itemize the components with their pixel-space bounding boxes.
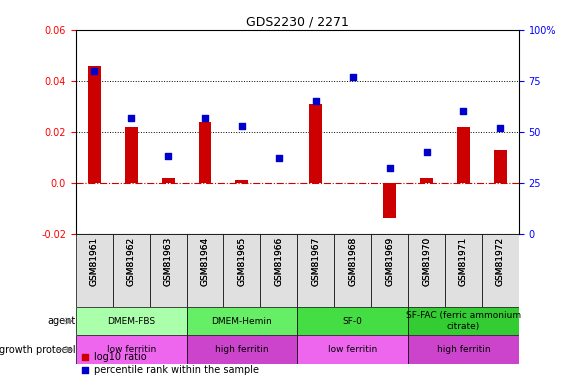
FancyBboxPatch shape (445, 234, 482, 307)
Text: GSM81971: GSM81971 (459, 237, 468, 286)
Text: GSM81972: GSM81972 (496, 237, 505, 286)
Text: log10 ratio: log10 ratio (94, 352, 147, 362)
Text: GSM81963: GSM81963 (164, 237, 173, 286)
Text: GSM81964: GSM81964 (201, 237, 209, 286)
FancyBboxPatch shape (297, 307, 408, 335)
Bar (310, 104, 322, 183)
Text: GSM81969: GSM81969 (385, 237, 394, 286)
Text: SF-0: SF-0 (343, 316, 363, 326)
Point (274, 155, 283, 161)
Text: high ferritin: high ferritin (215, 345, 269, 354)
Text: GSM81966: GSM81966 (275, 237, 283, 286)
Bar (199, 122, 212, 183)
Text: low ferritin: low ferritin (107, 345, 156, 354)
FancyBboxPatch shape (76, 335, 187, 364)
Point (496, 124, 505, 130)
Text: growth protocol: growth protocol (0, 345, 76, 354)
Bar (88, 66, 101, 183)
Bar (494, 150, 507, 183)
Text: DMEM-FBS: DMEM-FBS (107, 316, 155, 326)
Text: GSM81968: GSM81968 (348, 237, 357, 286)
Text: GSM81961: GSM81961 (90, 237, 99, 286)
Text: GSM81968: GSM81968 (348, 237, 357, 286)
Bar (125, 127, 138, 183)
FancyBboxPatch shape (371, 234, 408, 307)
Point (389, 311, 398, 317)
Bar (383, 183, 396, 218)
Text: GSM81971: GSM81971 (459, 237, 468, 286)
Point (90, 68, 99, 74)
Point (163, 153, 173, 159)
FancyBboxPatch shape (187, 234, 223, 307)
Text: GSM81961: GSM81961 (90, 237, 99, 286)
Text: GSM81967: GSM81967 (311, 237, 320, 286)
Text: SF-FAC (ferric ammonium
citrate): SF-FAC (ferric ammonium citrate) (406, 311, 521, 331)
Point (201, 114, 210, 120)
Text: GSM81969: GSM81969 (385, 237, 394, 286)
FancyBboxPatch shape (334, 234, 371, 307)
Point (459, 108, 468, 114)
FancyBboxPatch shape (482, 234, 519, 307)
Point (422, 149, 431, 155)
Point (389, 192, 398, 198)
FancyBboxPatch shape (150, 234, 187, 307)
Point (311, 98, 321, 104)
FancyBboxPatch shape (187, 335, 297, 364)
Text: agent: agent (48, 316, 76, 326)
Text: DMEM-Hemin: DMEM-Hemin (212, 316, 272, 326)
FancyBboxPatch shape (76, 234, 113, 307)
Text: GSM81962: GSM81962 (127, 237, 136, 286)
Point (348, 74, 357, 80)
Text: GSM81965: GSM81965 (237, 237, 247, 286)
Text: GSM81970: GSM81970 (422, 237, 431, 286)
Bar (457, 127, 470, 183)
Text: GSM81963: GSM81963 (164, 237, 173, 286)
FancyBboxPatch shape (187, 307, 297, 335)
Bar (420, 177, 433, 183)
Text: low ferritin: low ferritin (328, 345, 377, 354)
FancyBboxPatch shape (408, 234, 445, 307)
Text: high ferritin: high ferritin (437, 345, 490, 354)
Text: GSM81972: GSM81972 (496, 237, 505, 286)
FancyBboxPatch shape (408, 307, 519, 335)
Text: GSM81970: GSM81970 (422, 237, 431, 286)
FancyBboxPatch shape (223, 234, 261, 307)
Title: GDS2230 / 2271: GDS2230 / 2271 (246, 16, 349, 29)
Bar (161, 177, 174, 183)
Text: GSM81967: GSM81967 (311, 237, 320, 286)
FancyBboxPatch shape (113, 234, 150, 307)
Text: percentile rank within the sample: percentile rank within the sample (94, 365, 259, 375)
FancyBboxPatch shape (261, 234, 297, 307)
FancyBboxPatch shape (297, 234, 334, 307)
Text: GSM81964: GSM81964 (201, 237, 209, 286)
Text: GSM81962: GSM81962 (127, 237, 136, 286)
Point (127, 114, 136, 120)
FancyBboxPatch shape (76, 307, 187, 335)
FancyBboxPatch shape (297, 335, 408, 364)
Point (385, 165, 394, 171)
Point (237, 123, 247, 129)
FancyBboxPatch shape (408, 335, 519, 364)
Bar (236, 180, 248, 183)
Text: GSM81965: GSM81965 (237, 237, 247, 286)
Text: GSM81966: GSM81966 (275, 237, 283, 286)
